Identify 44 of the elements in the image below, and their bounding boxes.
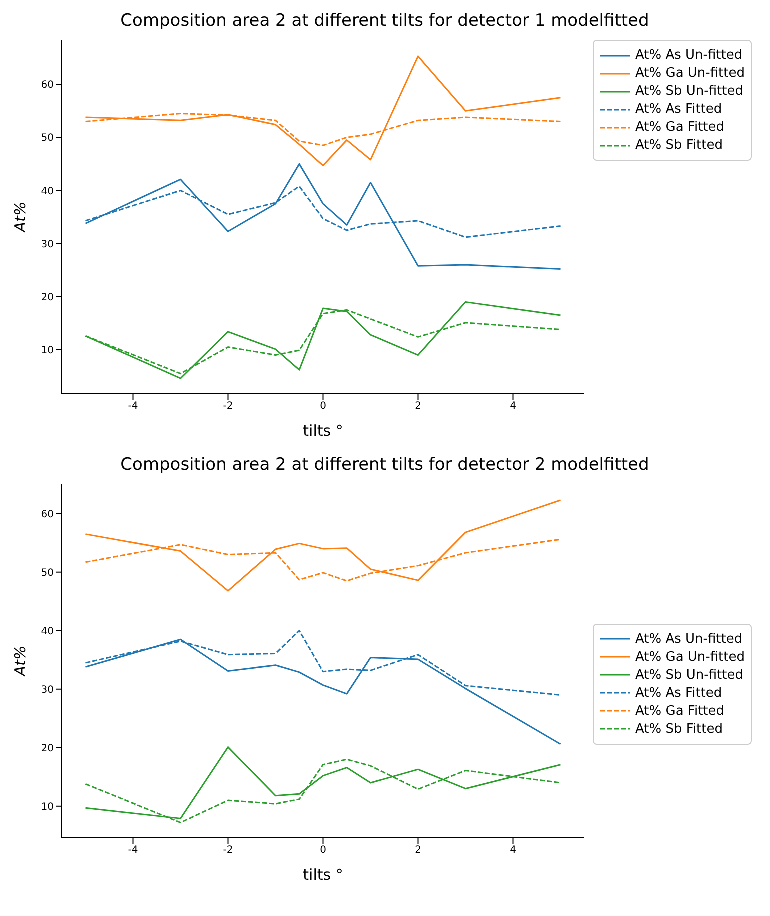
y-tick-label: 40 [41,186,54,198]
y-tick-label: 20 [41,743,54,754]
x-tick-label: 2 [415,401,422,412]
x-tick-label: 4 [510,401,516,412]
x-tick-label: -2 [223,845,234,856]
line-series [85,163,562,270]
y-tick-label: 10 [41,802,54,813]
legend-label: At% Sb Fitted [636,722,723,736]
x-tick-label: 4 [510,845,516,856]
legend-label: At% Ga Un-fitted [636,66,745,81]
y-axis-title: At% [11,646,30,678]
x-tick-label: -4 [128,401,138,412]
x-tick-label: 2 [415,845,422,856]
chart-title: Composition area 2 at different tilts for detector 1 modelfitted [120,10,650,33]
y-tick-label: 40 [41,626,54,638]
x-tick-label: -4 [128,845,138,856]
y-tick-label: 60 [41,80,54,92]
legend-label: At% As Un-fitted [636,632,743,646]
y-tick-label: 30 [41,239,54,250]
legend-label: At% Ga Fitted [636,120,725,135]
legend-label: At% Ga Un-fitted [636,650,745,664]
y-tick-label: 10 [41,346,54,356]
y-tick-label: 20 [41,292,54,304]
line-series [85,56,562,167]
legend-label: At% As Fitted [636,686,722,700]
legend-label: At% Ga Fitted [636,704,725,718]
x-axis-title: tilts ° [303,422,344,440]
legend-label: At% Sb Fitted [636,138,723,153]
legend-label: At% As Fitted [636,102,722,117]
x-tick-label: 0 [320,845,326,856]
y-axis-title: At% [11,202,30,234]
legend-label: At% Sb Un-fitted [636,668,744,682]
x-axis-title: tilts ° [303,866,344,884]
line-series [85,746,562,820]
legend-label: At% As Un-fitted [636,48,743,63]
chart-title: Composition area 2 at different tilts for detector 2 modelfitted [120,454,650,477]
x-tick-label: 0 [320,401,326,412]
y-tick-label: 60 [41,509,54,520]
x-tick-label: -2 [223,401,234,412]
y-tick-label: 30 [41,684,54,696]
y-tick-label: 50 [41,133,54,144]
line-series [85,500,562,592]
y-tick-label: 50 [41,568,54,579]
legend-label: At% Sb Un-fitted [636,84,744,99]
